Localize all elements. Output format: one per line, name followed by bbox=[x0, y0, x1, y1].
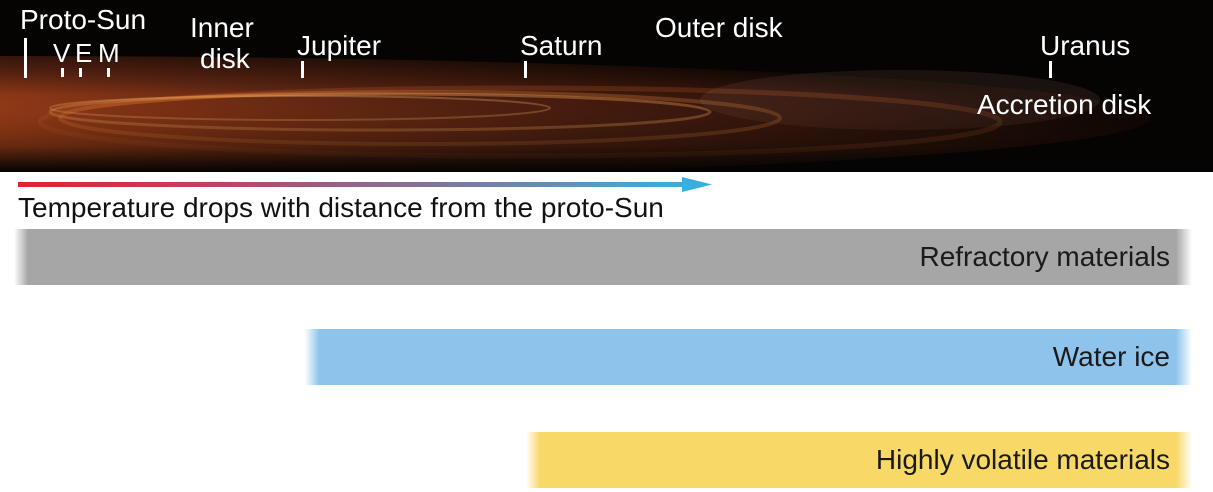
accretion-disk-image bbox=[0, 0, 1213, 172]
refractory-materials-label: Refractory materials bbox=[919, 241, 1170, 272]
earth-label: E bbox=[75, 38, 93, 68]
jupiter-label: Jupiter bbox=[297, 30, 382, 61]
accretion-disk-label: Accretion disk bbox=[977, 89, 1152, 120]
water-ice-band: Water ice bbox=[305, 329, 1192, 385]
proto-sun-label: Proto-Sun bbox=[20, 4, 147, 35]
proto-sun-tick bbox=[24, 38, 27, 78]
earth-tick bbox=[79, 68, 82, 77]
uranus-label: Uranus bbox=[1040, 30, 1131, 61]
saturn-label: Saturn bbox=[520, 30, 603, 61]
outer-disk-label: Outer disk bbox=[655, 12, 783, 43]
venus-tick bbox=[61, 68, 64, 77]
venus-label: V bbox=[53, 38, 71, 68]
mars-tick bbox=[107, 68, 110, 77]
inner-disk-label-line2: disk bbox=[200, 43, 250, 74]
inner-disk-label-line1: Inner bbox=[190, 12, 254, 43]
temperature-arrow bbox=[18, 177, 712, 192]
accretion-disk-panel: Proto-Sun V E M Inner disk Jupiter Satur… bbox=[0, 0, 1213, 172]
saturn-tick bbox=[524, 61, 527, 78]
highly-volatile-materials-label: Highly volatile materials bbox=[875, 444, 1170, 475]
water-ice-label: Water ice bbox=[1052, 341, 1170, 372]
refractory-materials-band: Refractory materials bbox=[14, 229, 1192, 285]
uranus-tick bbox=[1049, 61, 1052, 78]
temperature-caption: Temperature drops with distance from the… bbox=[18, 192, 664, 223]
mars-label: M bbox=[98, 38, 120, 68]
highly-volatile-materials-band: Highly volatile materials bbox=[526, 432, 1192, 488]
jupiter-tick bbox=[301, 61, 304, 78]
